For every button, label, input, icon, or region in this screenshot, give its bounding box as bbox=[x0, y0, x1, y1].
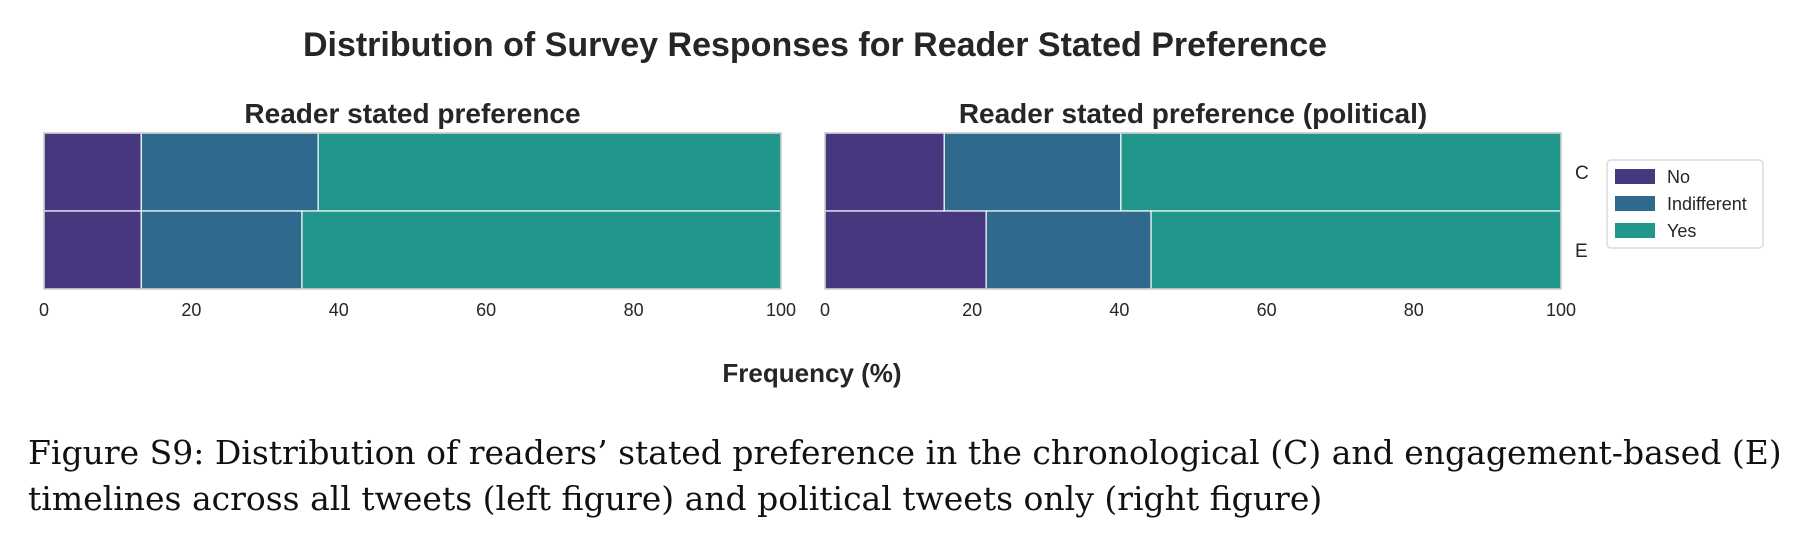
x-axis-label: Frequency (%) bbox=[722, 358, 901, 388]
left-bar-C-indifferent bbox=[140, 132, 319, 212]
left-bar-E-indifferent bbox=[140, 210, 303, 290]
right-bar-E-indifferent bbox=[985, 210, 1152, 290]
right-bar-C-no bbox=[824, 132, 945, 212]
figure-caption: Figure S9: Distribution of readers’ stat… bbox=[28, 433, 1782, 518]
left-x-tick-label: 80 bbox=[624, 300, 644, 320]
left-chart-panel: 0 20 40 60 80 100 Reader stated preference bbox=[39, 98, 796, 320]
right-chart-panel: 0 20 40 60 80 100 Reader stated preference (po… bbox=[820, 98, 1589, 320]
left-bar-E-no bbox=[43, 210, 142, 290]
left-bar-C-no bbox=[43, 132, 142, 212]
right-x-tick-label: 0 bbox=[820, 300, 830, 320]
left-x-tick-label: 100 bbox=[766, 300, 796, 320]
figure-title: Distribution of Survey Responses for Rea… bbox=[303, 26, 1327, 64]
legend-label-no: No bbox=[1667, 167, 1690, 187]
legend-label-yes: Yes bbox=[1667, 221, 1696, 241]
legend-label-indifferent: Indifferent bbox=[1667, 194, 1747, 214]
right-x-tick-label: 40 bbox=[1109, 300, 1129, 320]
left-axes-frame bbox=[43, 132, 782, 290]
left-bar-C-yes bbox=[317, 132, 782, 212]
right-bar-E-yes bbox=[1150, 210, 1562, 290]
right-x-tick-label: 100 bbox=[1546, 300, 1576, 320]
right-bar-C-yes bbox=[1120, 132, 1562, 212]
left-bar-E-yes bbox=[301, 210, 782, 290]
right-axes-frame bbox=[824, 132, 1562, 290]
right-x-tick-label: 60 bbox=[1257, 300, 1277, 320]
legend-swatch-indifferent bbox=[1615, 196, 1655, 211]
right-x-tick-label: 80 bbox=[1404, 300, 1424, 320]
right-bar-C-indifferent bbox=[943, 132, 1122, 212]
figure: Distribution of Survey Responses for Rea… bbox=[39, 26, 1764, 388]
left-x-tick-label: 20 bbox=[181, 300, 201, 320]
right-x-tick-label: 20 bbox=[962, 300, 982, 320]
y-category-label-e: E bbox=[1575, 241, 1588, 262]
left-x-tick-label: 60 bbox=[476, 300, 496, 320]
left-x-tick-label: 40 bbox=[329, 300, 349, 320]
legend: No Indifferent Yes bbox=[1606, 159, 1764, 249]
right-bar-E-no bbox=[824, 210, 987, 290]
legend-swatch-yes bbox=[1615, 223, 1655, 238]
left-subplot-title: Reader stated preference bbox=[244, 98, 580, 129]
legend-swatch-no bbox=[1615, 169, 1655, 184]
left-x-tick-label: 0 bbox=[39, 300, 49, 320]
right-subplot-title: Reader stated preference (political) bbox=[959, 98, 1427, 129]
y-category-label-c: C bbox=[1575, 163, 1589, 184]
